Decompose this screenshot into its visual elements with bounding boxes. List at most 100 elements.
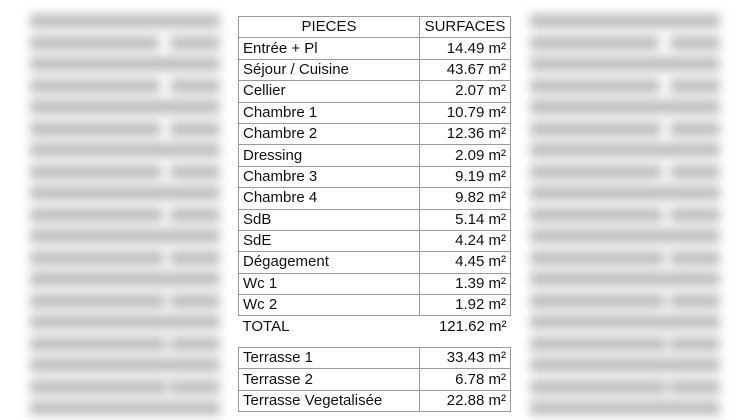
total-label: TOTAL (242, 317, 290, 335)
blurred-bar (30, 336, 166, 351)
piece-surface: 9.82 m² (419, 187, 511, 210)
table-row: Séjour / Cuisine 43.67 m² (238, 58, 511, 82)
piece-name: Séjour / Cuisine (238, 58, 420, 82)
piece-surface: 1.39 m² (419, 272, 511, 296)
blurred-bar (170, 229, 220, 243)
blurred-bar (170, 207, 220, 222)
table-row: Dégagement 4.45 m² (238, 251, 511, 274)
blurred-bar (530, 315, 695, 329)
blurred-bar (530, 121, 661, 136)
piece-surface: 2.07 m² (419, 80, 511, 103)
blurred-bar (30, 358, 196, 372)
piece-surface: 4.24 m² (419, 229, 511, 253)
table-row: Terrasse 1 33.43 m² (238, 346, 511, 370)
table-row: Terrasse 2 6.78 m² (238, 368, 511, 391)
table-row: SdB 5.14 m² (238, 208, 511, 231)
blurred-bar (670, 358, 720, 372)
blurred-bar (530, 379, 667, 394)
piece-surface: 10.79 m² (419, 101, 511, 124)
piece-name: Dégagement (238, 251, 420, 274)
blurred-bar (30, 250, 164, 265)
blurred-bar (30, 229, 193, 243)
piece-name: SdE (238, 229, 420, 253)
piece-surface: 9.19 m² (419, 165, 511, 189)
blurred-bar (170, 121, 220, 136)
blurred-bar (530, 272, 694, 286)
piece-name: Terrasse Vegetalisée (238, 389, 420, 413)
blurred-bar (30, 35, 159, 50)
table-row: Cellier 2.07 m² (238, 80, 511, 103)
table-row: SdE 4.24 m² (238, 229, 511, 253)
piece-surface: 12.36 m² (419, 122, 511, 146)
piece-surface: 6.78 m² (419, 368, 511, 391)
blurred-bar (530, 186, 692, 200)
piece-name: Cellier (238, 80, 420, 103)
table-row: Wc 1 1.39 m² (238, 272, 511, 296)
table-header: PIECES SURFACES (238, 15, 511, 39)
piece-name: Entrée + Pl (238, 37, 420, 60)
blurred-left-background (20, 0, 230, 420)
piece-name: Wc 2 (238, 294, 420, 317)
piece-name: Chambre 3 (238, 165, 420, 189)
blurred-bar (170, 100, 220, 114)
blurred-bar (530, 358, 696, 372)
blurred-bar (170, 14, 220, 28)
blurred-bar (170, 315, 220, 329)
table-row: Chambre 1 10.79 m² (238, 101, 511, 124)
piece-name: Dressing (238, 144, 420, 167)
blurred-bar (30, 121, 161, 136)
blurred-bar (30, 143, 191, 157)
piece-surface: 2.09 m² (419, 144, 511, 167)
blurred-bar (30, 293, 165, 308)
blurred-bar (170, 293, 220, 308)
total-row: TOTAL 121.62 m² (239, 316, 511, 337)
piece-surface: 43.67 m² (419, 58, 511, 82)
blurred-bar (670, 164, 720, 179)
blurred-bar (670, 186, 720, 200)
blurred-bar (530, 14, 688, 28)
blurred-right-background (520, 0, 730, 420)
blurred-bar (530, 35, 659, 50)
piece-name: Terrasse 1 (238, 346, 420, 370)
blurred-bar (530, 250, 664, 265)
blurred-bar (530, 229, 693, 243)
terraces-table: Terrasse 1 33.43 m² Terrasse 2 6.78 m² Terra… (238, 346, 511, 413)
blurred-bar (530, 143, 691, 157)
blurred-bar (30, 57, 189, 71)
blurred-bar (670, 379, 720, 394)
blurred-bar (530, 293, 665, 308)
blurred-bar (170, 272, 220, 286)
table-row: Chambre 3 9.19 m² (238, 165, 511, 189)
piece-name: Chambre 2 (238, 122, 420, 146)
table-row: Wc 2 1.92 m² (238, 294, 511, 317)
total-surface: 121.62 m² (438, 317, 507, 335)
blurred-bar (670, 57, 720, 71)
blurred-bar (670, 207, 720, 222)
blurred-bar (170, 35, 220, 50)
blurred-bar (170, 186, 220, 200)
blurred-bar (670, 14, 720, 28)
blurred-bar (670, 78, 720, 93)
piece-name: Chambre 1 (238, 101, 420, 124)
blurred-bar (670, 293, 720, 308)
piece-surface: 1.92 m² (419, 294, 511, 317)
blurred-bar (170, 164, 220, 179)
piece-name: SdB (238, 208, 420, 231)
blurred-bar (30, 14, 188, 28)
surfaces-table: PIECES SURFACES Entrée + Pl 14.49 m² Séjou… (238, 15, 511, 337)
blurred-bar (670, 121, 720, 136)
piece-surface: 22.88 m² (419, 389, 511, 413)
piece-surface: 33.43 m² (419, 346, 511, 370)
blurred-bar (530, 207, 663, 222)
blurred-bar (670, 315, 720, 329)
blurred-bar (670, 250, 720, 265)
header-pieces: PIECES (238, 15, 420, 39)
piece-name: Wc 1 (238, 272, 420, 296)
blurred-bar (670, 229, 720, 243)
blurred-bar (670, 272, 720, 286)
blurred-bar (170, 379, 220, 394)
table-row: Terrasse Vegetalisée 22.88 m² (238, 389, 511, 413)
blurred-bar (170, 57, 220, 71)
blurred-bar (30, 164, 162, 179)
table-row: Chambre 2 12.36 m² (238, 122, 511, 146)
